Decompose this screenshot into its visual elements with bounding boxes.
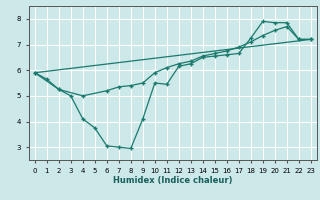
X-axis label: Humidex (Indice chaleur): Humidex (Indice chaleur) — [113, 176, 233, 185]
